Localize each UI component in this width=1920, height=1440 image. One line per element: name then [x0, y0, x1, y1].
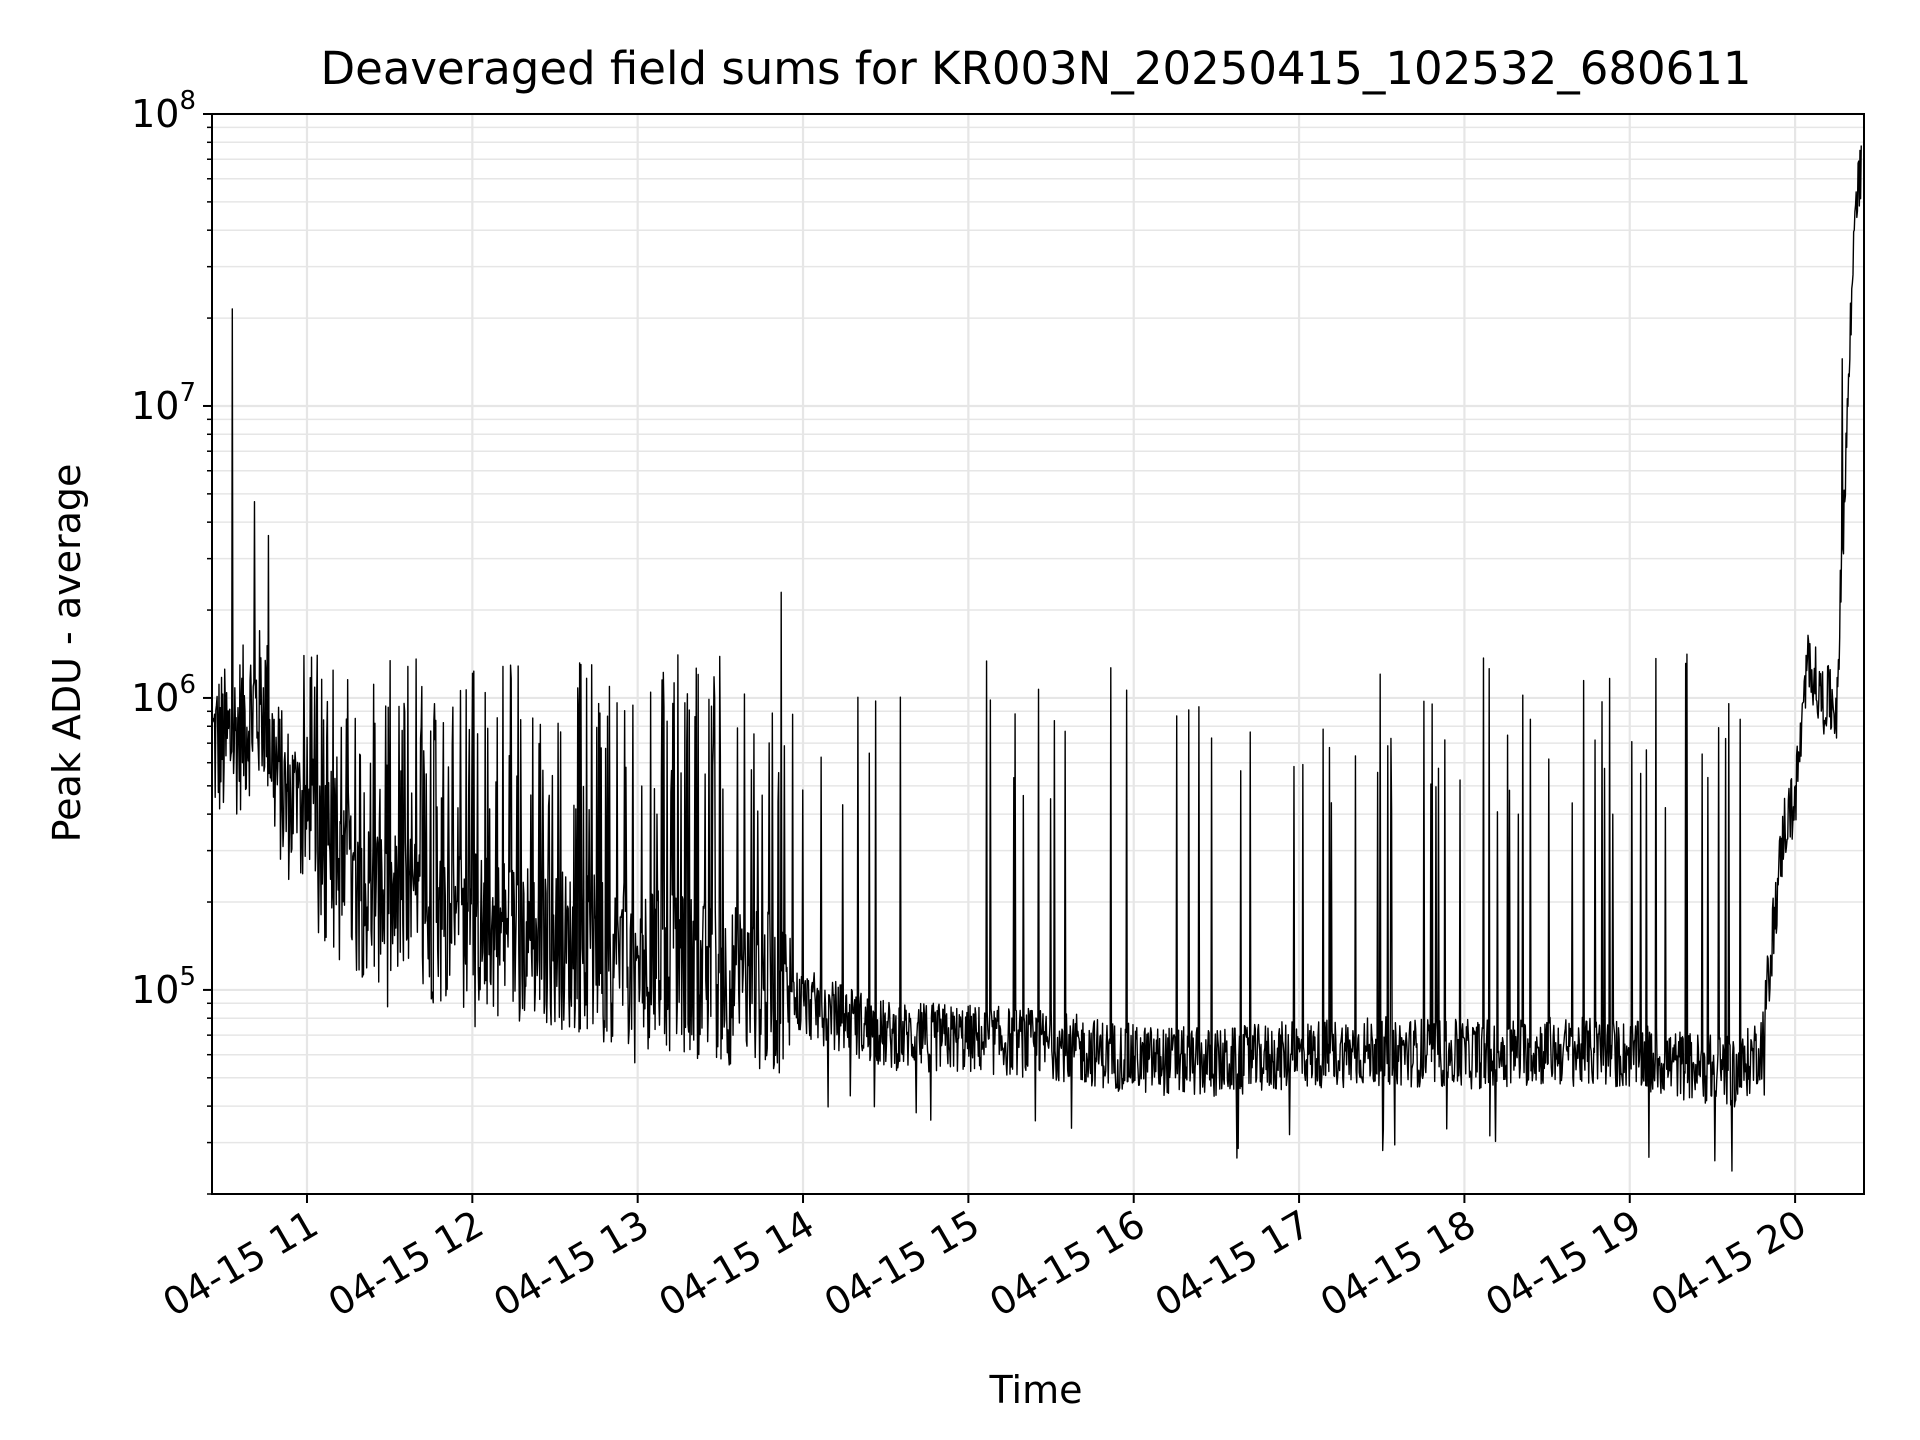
y-tick-label: 108 [131, 86, 196, 136]
plot-area [212, 145, 1862, 1172]
chart-title: Deaveraged field sums for KR003N_2025041… [321, 42, 1752, 95]
axes-frame [211, 113, 1865, 1195]
y-tick-label: 106 [131, 670, 196, 720]
x-axis-label: Time [989, 1368, 1083, 1412]
y-tick-label: 105 [131, 962, 196, 1012]
series-line [212, 145, 1862, 1172]
y-tick-label: 107 [131, 378, 196, 428]
y-axis: 105 106 107 108 [131, 86, 212, 1195]
y-axis-label: Peak ADU - average [45, 464, 89, 843]
